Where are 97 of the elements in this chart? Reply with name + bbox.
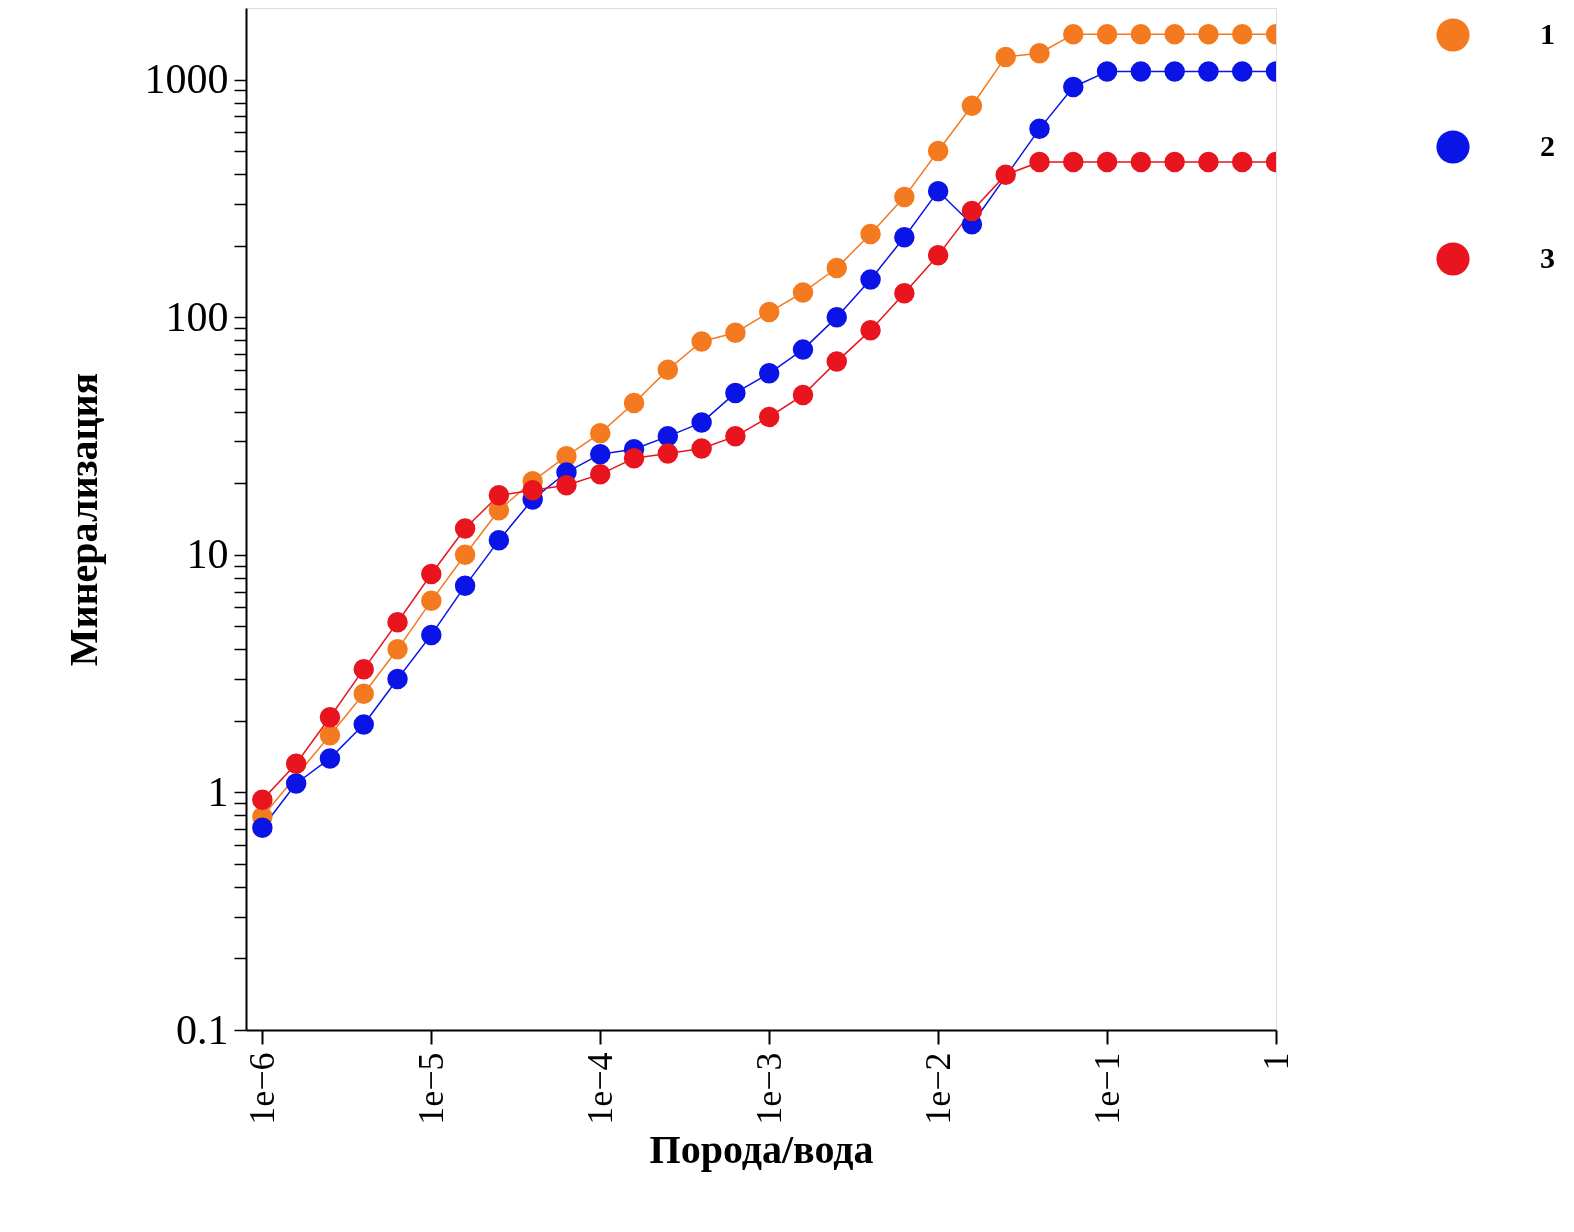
point [252, 789, 273, 811]
point [1164, 61, 1185, 82]
point [961, 95, 983, 116]
point [826, 306, 848, 328]
point [860, 223, 881, 245]
point [792, 384, 814, 406]
legend-label: 3 [1540, 241, 1555, 274]
x-tick-label: 1e−1 [1086, 1052, 1127, 1125]
point [1096, 151, 1118, 173]
point [387, 668, 408, 690]
point [995, 164, 1016, 186]
x-tick-label: 1e−4 [579, 1052, 620, 1125]
y-tick-label: 1 [207, 768, 229, 815]
x-tick-label: 1e−6 [241, 1052, 282, 1125]
point [860, 320, 881, 341]
point [252, 817, 273, 838]
point [1198, 151, 1219, 173]
point [792, 282, 814, 303]
point [421, 563, 442, 585]
y-tick-label: 100 [165, 293, 229, 340]
point [590, 422, 611, 444]
point [1130, 151, 1152, 173]
point [758, 301, 780, 323]
point [353, 683, 374, 704]
point [319, 725, 341, 746]
point [319, 748, 341, 769]
point [353, 714, 374, 735]
x-tick-label: 1 [1255, 1052, 1296, 1071]
point [725, 382, 746, 404]
point [387, 612, 408, 633]
point [1029, 118, 1050, 140]
x-axis-title: Порода/вода [649, 1126, 874, 1172]
y-tick-label: 1000 [144, 56, 229, 103]
point [623, 447, 645, 469]
legend-label: 2 [1540, 129, 1555, 162]
point [1198, 24, 1219, 45]
point [894, 226, 915, 248]
point [1096, 24, 1118, 45]
point [488, 530, 510, 551]
y-tick-label: 10 [186, 531, 229, 578]
point [1231, 151, 1253, 173]
point [488, 485, 510, 506]
point [826, 351, 848, 372]
point [454, 544, 476, 565]
point [657, 359, 679, 381]
point [353, 658, 374, 680]
point [995, 46, 1016, 68]
x-tick-label: 1e−5 [410, 1052, 451, 1125]
point [421, 624, 442, 646]
point [556, 475, 577, 496]
point [927, 245, 949, 266]
legend-label: 1 [1540, 17, 1555, 50]
point [1029, 43, 1050, 64]
point [1231, 61, 1253, 82]
point [1164, 151, 1185, 173]
point [1096, 61, 1118, 82]
point [454, 575, 476, 597]
point [285, 773, 307, 794]
point [758, 406, 780, 428]
point [590, 464, 611, 485]
point [826, 257, 848, 279]
point [691, 331, 712, 352]
point [1029, 151, 1050, 173]
point [691, 412, 712, 433]
point [1063, 24, 1084, 45]
y-tick-label: 0.1 [176, 1006, 229, 1053]
point [927, 140, 949, 162]
point [421, 590, 442, 612]
point [961, 200, 983, 222]
point [454, 518, 476, 539]
point [522, 479, 543, 501]
point [758, 363, 780, 384]
point [894, 186, 915, 208]
point [590, 443, 611, 465]
point [894, 283, 915, 304]
point [725, 322, 746, 343]
point [927, 180, 949, 202]
point [691, 438, 712, 459]
point [1164, 24, 1185, 45]
point [1231, 24, 1253, 45]
point [725, 426, 746, 447]
point [860, 269, 881, 290]
point [285, 753, 307, 774]
point [623, 392, 645, 414]
point [1198, 61, 1219, 82]
y-axis-title: Минерализация [60, 372, 106, 667]
point [1063, 151, 1084, 173]
point [1130, 61, 1152, 82]
point [792, 339, 814, 360]
point [319, 707, 341, 728]
point [387, 639, 408, 660]
x-tick-label: 1e−2 [917, 1052, 958, 1125]
point [1063, 76, 1084, 98]
point [657, 426, 679, 447]
point [1130, 24, 1152, 45]
x-tick-label: 1e−3 [748, 1052, 789, 1125]
point [657, 443, 679, 464]
